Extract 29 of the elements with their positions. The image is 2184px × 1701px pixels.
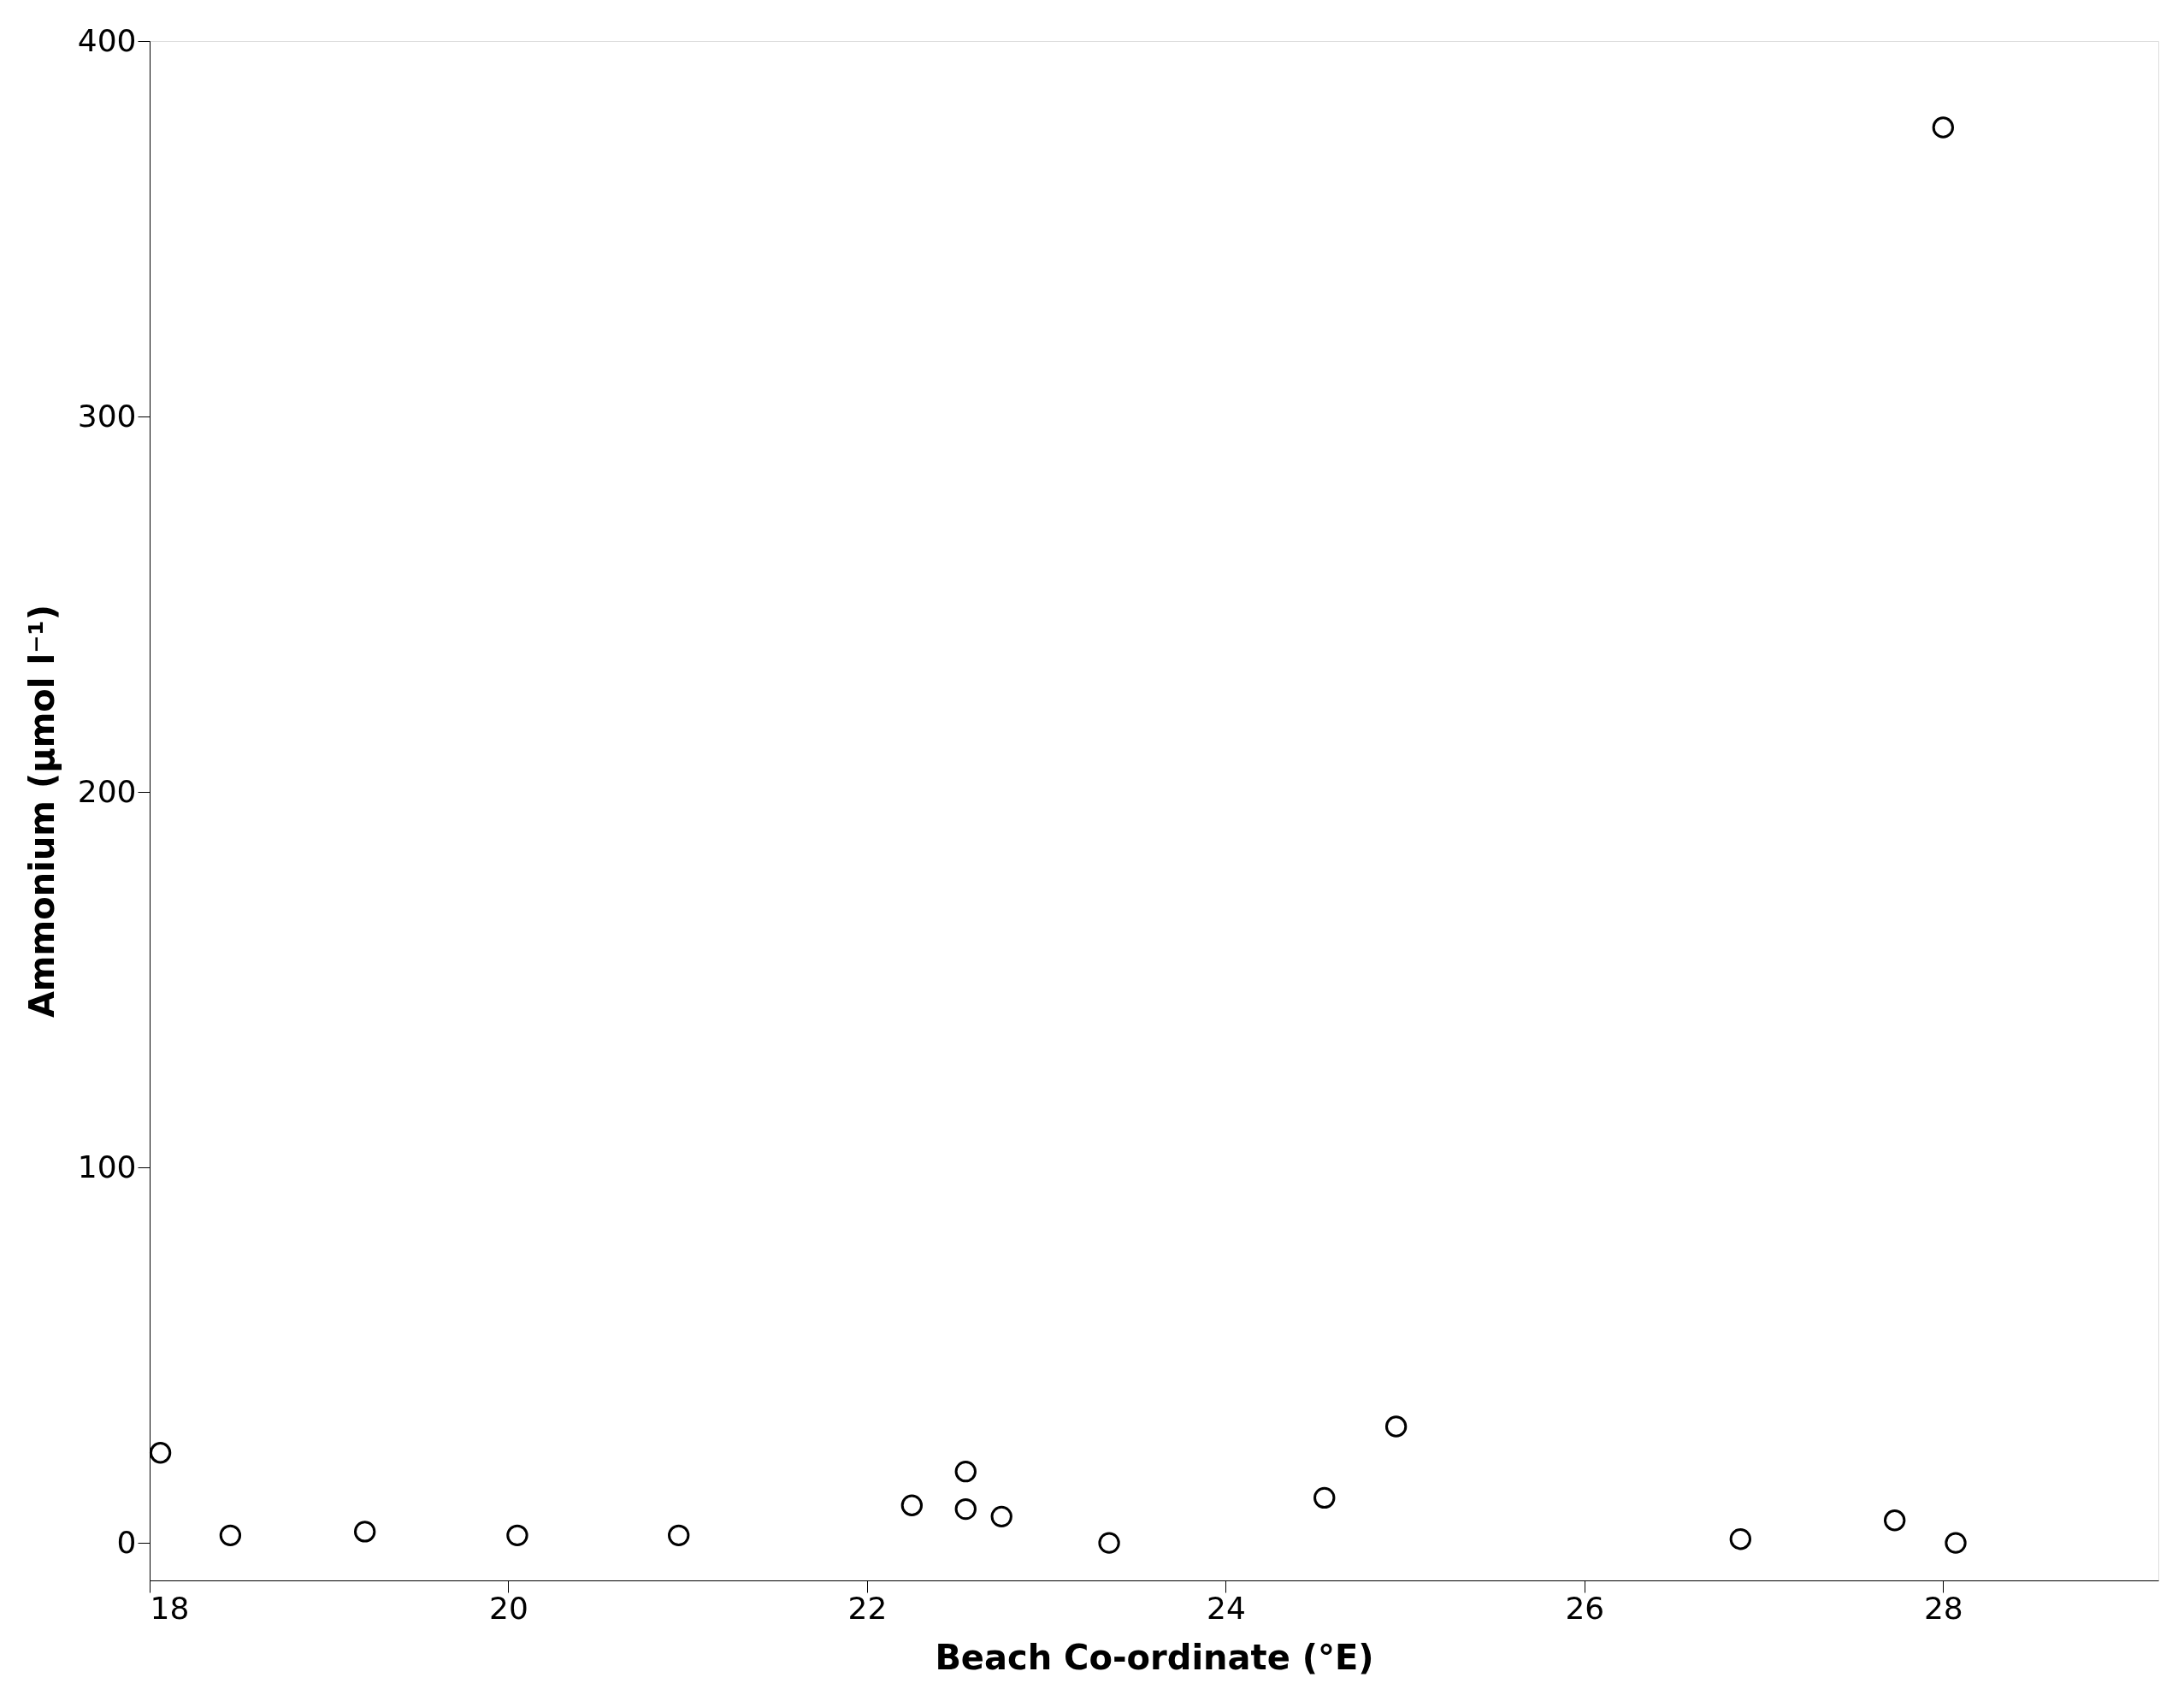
point [1945,1532,1967,1554]
point [668,1524,690,1546]
point [1884,1509,1906,1532]
y-tick-label: 200 [77,773,137,809]
y-tick-label: 0 [116,1524,137,1560]
point [149,1442,172,1464]
point [354,1521,376,1543]
point [1932,116,1954,139]
y-tick-label: 300 [77,398,137,434]
point [900,1494,924,1516]
x-axis-title: Beach Co-ordinate (°E) [935,1637,1374,1677]
point [990,1505,1012,1528]
x-tick-label: 18 [150,1590,190,1626]
x-tick-label: 20 [489,1590,528,1626]
point [954,1461,977,1483]
point [1729,1528,1751,1550]
point [219,1524,242,1546]
y-tick-label: 400 [77,22,137,58]
x-tick-label: 22 [847,1590,888,1626]
y-axis-title: Ammonium (μmol l⁻¹) [21,604,62,1019]
point [1098,1532,1120,1554]
point [506,1524,528,1546]
x-tick-label: 26 [1565,1590,1605,1626]
y-tick-label: 100 [77,1149,137,1184]
point [954,1497,977,1521]
point [1313,1486,1336,1509]
x-tick-label: 24 [1206,1590,1246,1626]
x-tick-label: 28 [1923,1590,1963,1626]
point [1384,1415,1408,1438]
